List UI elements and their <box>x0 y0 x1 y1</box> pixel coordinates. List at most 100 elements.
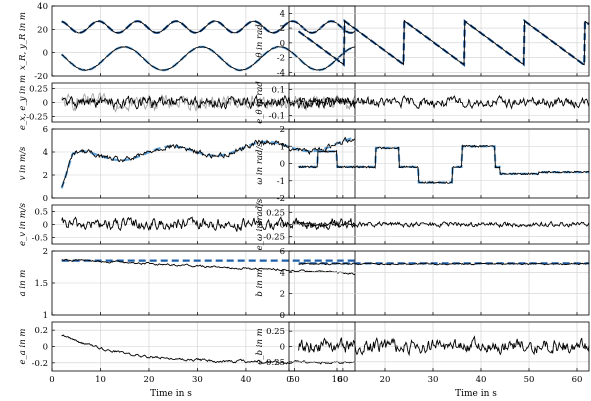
y-axis-label: e_v in m/s <box>18 202 28 246</box>
series-line <box>298 335 590 357</box>
y-tick-label: 2 <box>280 290 285 300</box>
y-axis-label: e_θ in rad <box>255 81 265 124</box>
y-tick-label: 0.25 <box>29 85 48 95</box>
x-tick-label: 20 <box>380 375 391 385</box>
y-tick-label: 0 <box>43 49 48 59</box>
y-tick-label: -2 <box>277 54 285 64</box>
y-axis-label: e_b in m <box>255 328 265 364</box>
y-tick-label: 0 <box>280 221 285 231</box>
y-tick-label: -0.25 <box>263 358 285 368</box>
plot-frame <box>288 5 590 77</box>
x-tick-label: 50 <box>524 375 535 385</box>
series-line <box>61 20 356 34</box>
y-tick-label: 4 <box>43 148 48 158</box>
y-tick-label: 0 <box>43 99 48 109</box>
series-line <box>298 262 590 266</box>
y-tick-label: 1 <box>43 311 48 321</box>
y-tick-label: -2 <box>277 194 285 204</box>
y-tick-label: 2 <box>43 171 48 181</box>
y-tick-label: 0.2 <box>34 326 48 336</box>
y-tick-label: 0.25 <box>266 208 285 218</box>
x-tick-label: 0 <box>286 375 291 385</box>
y-tick-label: 6 <box>280 247 285 257</box>
series-line <box>298 94 590 110</box>
y-tick-label: 0 <box>43 343 48 353</box>
series-line <box>298 19 590 67</box>
reference-line <box>61 20 356 34</box>
panel-e_v: -0.5 0 0.5 e_v in m/s <box>18 202 356 246</box>
y-tick-label: 0 <box>43 221 48 231</box>
x-tick-label: 30 <box>428 375 439 385</box>
y-tick-label: -0.25 <box>263 233 285 243</box>
x-tick-label: 10 <box>332 375 343 385</box>
series-line <box>61 46 356 72</box>
y-axis-label: ω in rad/s <box>255 142 265 185</box>
x-tick-label: 40 <box>241 375 252 385</box>
y-tick-label: 0.5 <box>34 208 48 218</box>
x-axis-label-left: Time in s <box>150 389 192 399</box>
panel-v: 0 2 4 6 v in m/s <box>18 125 356 204</box>
x-tick-label: 40 <box>476 375 487 385</box>
panel-theta: -4 -2 0 2 4 θ in rad <box>255 5 590 78</box>
plot-frame <box>51 5 356 77</box>
y-tick-label: -4 <box>277 68 285 78</box>
x-tick-label: 20 <box>144 375 155 385</box>
y-tick-label: 4 <box>280 9 285 19</box>
y-tick-label: 2 <box>43 247 48 257</box>
y-axis-label: e_x, e_y in m <box>18 75 28 130</box>
panel-e_omega: -0.25 0 0.25e_ω in rad/s <box>255 198 590 250</box>
series-line <box>61 258 356 276</box>
panel-b: 0 2 4 6 b in m <box>255 247 590 321</box>
y-tick-label: -0.2 <box>32 359 48 369</box>
y-tick-label: 2 <box>280 125 285 135</box>
y-tick-label: 1.5 <box>34 279 48 289</box>
y-tick-label: -20 <box>34 72 48 82</box>
x-axis-label-right: Time in s <box>455 389 497 399</box>
panel-e_xy: -0.25 0 0.25e_x, e_y in m <box>18 75 356 130</box>
y-axis-label: b in m <box>255 269 265 296</box>
panel-omega: -2 -1 0 1 2 ω in rad/s <box>255 125 590 204</box>
panel-a: 1 1.5 2 a in m <box>18 247 356 321</box>
y-tick-label: 0 <box>43 194 48 204</box>
y-tick-label: 0 <box>280 311 285 321</box>
series-line <box>298 220 590 229</box>
y-tick-label: 4 <box>280 268 285 278</box>
y-tick-label: 0.1 <box>271 86 285 96</box>
y-axis-label: θ in rad <box>255 24 265 58</box>
y-tick-label: -0.25 <box>26 112 48 122</box>
panel-e_theta: -0.1 0 0.1 e_θ in rad <box>255 81 590 124</box>
y-tick-label: 20 <box>37 25 48 35</box>
series-line <box>61 216 356 232</box>
y-axis-label: v in m/s <box>18 146 28 180</box>
x-tick-label: 0 <box>49 375 54 385</box>
y-tick-label: 0 <box>280 99 285 109</box>
y-tick-label: 0 <box>280 343 285 353</box>
x-tick-label: 10 <box>95 375 106 385</box>
y-axis-label: e_ω in rad/s <box>255 198 265 250</box>
y-tick-label: 6 <box>43 125 48 135</box>
series-line <box>298 144 590 184</box>
plot-frame <box>288 250 590 316</box>
y-axis-label: x_R, y_R in m <box>18 12 28 70</box>
y-tick-label: -0.1 <box>269 112 285 122</box>
y-axis-label: e_a in m <box>18 328 28 364</box>
y-tick-label: 0 <box>280 160 285 170</box>
y-tick-label: 2 <box>280 24 285 34</box>
y-tick-label: -1 <box>277 177 285 187</box>
y-axis-label: a in m <box>18 270 28 297</box>
y-tick-label: 1 <box>280 142 285 152</box>
x-tick-label: 60 <box>572 375 583 385</box>
y-tick-label: 0 <box>280 39 285 49</box>
y-tick-label: 0.25 <box>266 327 285 337</box>
y-tick-label: 40 <box>37 2 48 12</box>
x-tick-label: 60 <box>337 375 348 385</box>
y-tick-label: -0.5 <box>32 234 48 244</box>
series-line <box>61 136 356 188</box>
x-tick-label: 50 <box>289 375 300 385</box>
reference-line <box>60 45 356 72</box>
series-line <box>61 334 356 365</box>
x-tick-label: 30 <box>192 375 203 385</box>
